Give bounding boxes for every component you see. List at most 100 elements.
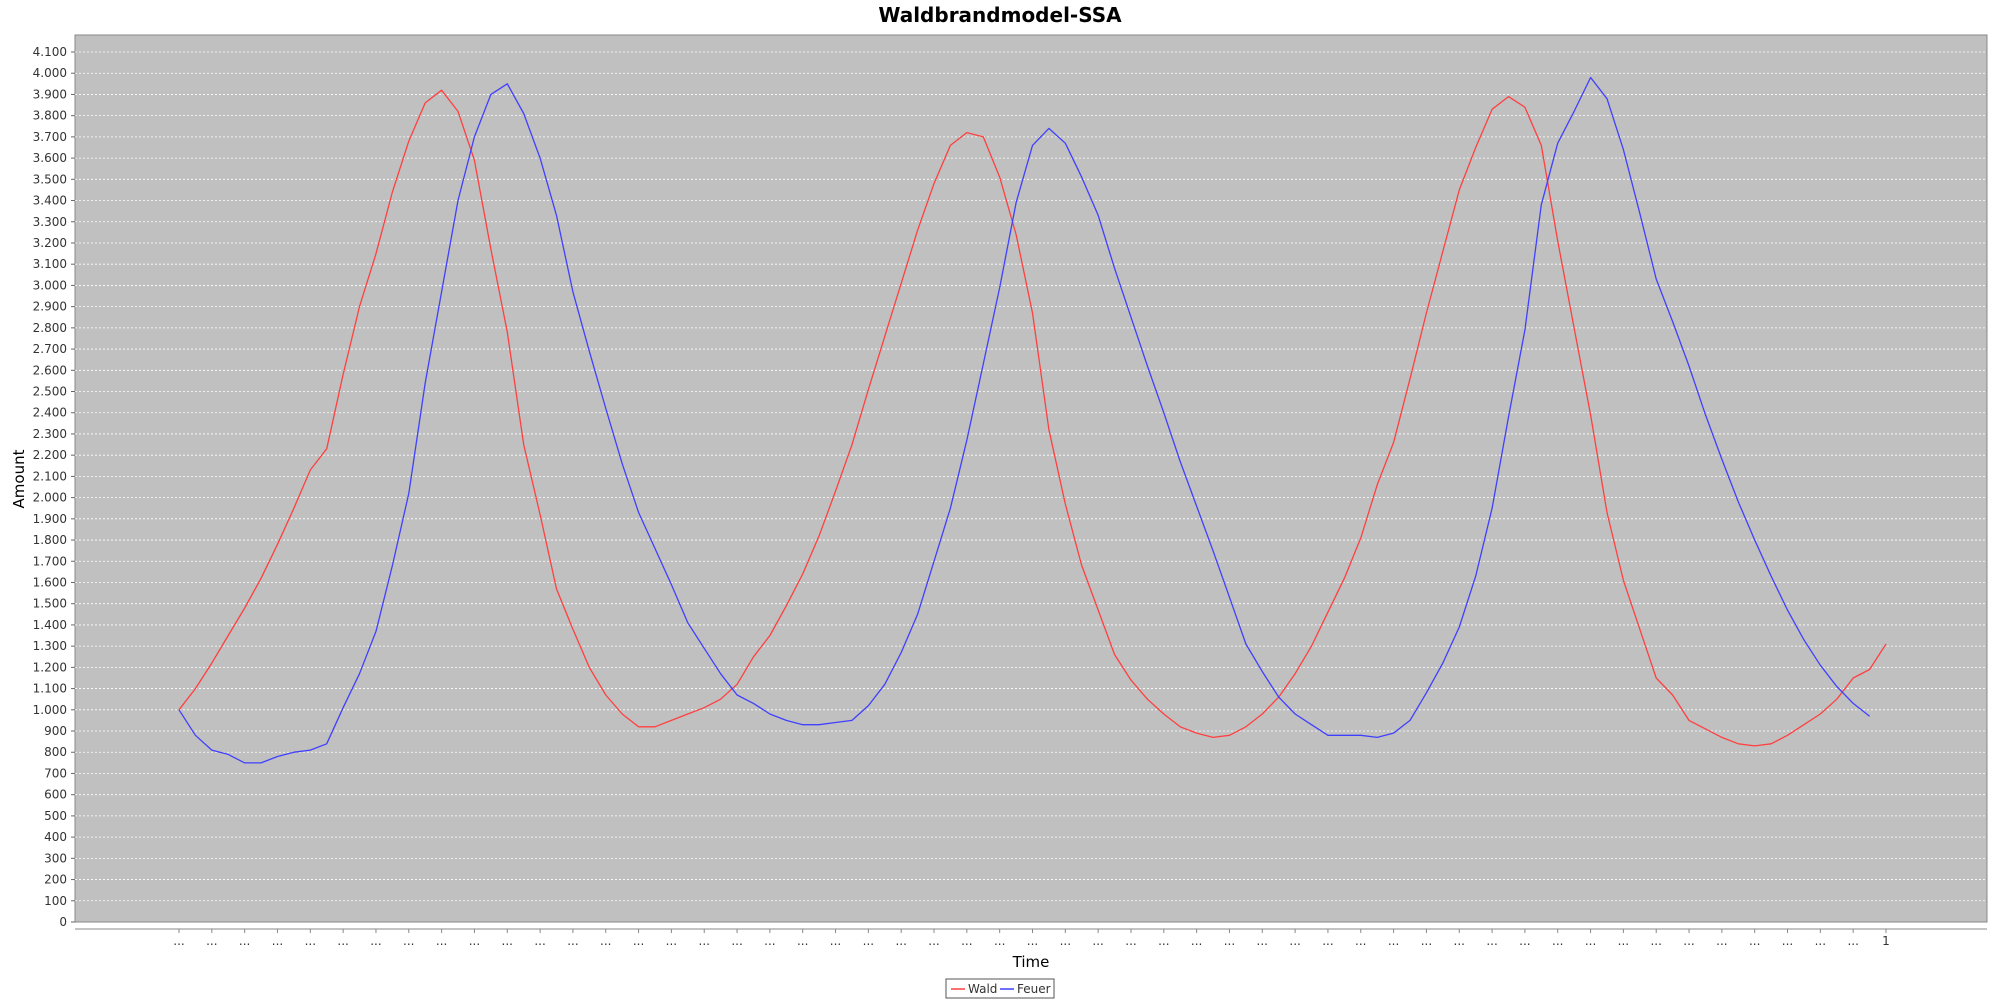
x-tick-label: ... bbox=[1650, 934, 1661, 948]
y-tick-label: 900 bbox=[44, 724, 67, 738]
x-tick-label: ... bbox=[469, 934, 480, 948]
x-tick-label: ... bbox=[600, 934, 611, 948]
x-tick-label: ... bbox=[1191, 934, 1202, 948]
x-tick-label: 1 bbox=[1882, 934, 1890, 948]
y-tick-label: 1.800 bbox=[33, 533, 67, 547]
x-tick-label: ... bbox=[337, 934, 348, 948]
y-tick-label: 3.200 bbox=[33, 236, 67, 250]
x-tick-label: ... bbox=[1749, 934, 1760, 948]
x-tick-label: ... bbox=[1847, 934, 1858, 948]
y-tick-label: 2.800 bbox=[33, 321, 67, 335]
y-tick-label: 3.400 bbox=[33, 194, 67, 208]
x-tick-label: ... bbox=[206, 934, 217, 948]
y-tick-label: 1.900 bbox=[33, 512, 67, 526]
y-tick-label: 3.300 bbox=[33, 215, 67, 229]
y-tick-label: 2.300 bbox=[33, 427, 67, 441]
x-tick-label: ... bbox=[502, 934, 513, 948]
legend-label-wald: Wald bbox=[968, 982, 997, 996]
x-tick-label: ... bbox=[1355, 934, 1366, 948]
legend-label-feuer: Feuer bbox=[1017, 982, 1051, 996]
y-tick-label: 2.700 bbox=[33, 342, 67, 356]
x-tick-label: ... bbox=[1257, 934, 1268, 948]
x-tick-label: ... bbox=[1618, 934, 1629, 948]
x-tick-label: ... bbox=[1027, 934, 1038, 948]
x-tick-label: ... bbox=[1683, 934, 1694, 948]
x-tick-label: ... bbox=[1782, 934, 1793, 948]
x-tick-label: ... bbox=[994, 934, 1005, 948]
x-tick-label: ... bbox=[1552, 934, 1563, 948]
plot-area bbox=[74, 34, 1988, 923]
x-tick-label: ... bbox=[567, 934, 578, 948]
x-tick-label: ... bbox=[272, 934, 283, 948]
y-tick-label: 0 bbox=[59, 915, 67, 929]
x-tick-label: ... bbox=[403, 934, 414, 948]
y-axis-label: Amount bbox=[10, 449, 28, 508]
x-tick-label: ... bbox=[436, 934, 447, 948]
x-tick-label: ... bbox=[1125, 934, 1136, 948]
x-tick-label: ... bbox=[1060, 934, 1071, 948]
x-tick-label: ... bbox=[928, 934, 939, 948]
y-tick-label: 400 bbox=[44, 830, 67, 844]
x-axis: ........................................… bbox=[75, 928, 1987, 948]
y-tick-label: 1.000 bbox=[33, 703, 67, 717]
x-tick-label: ... bbox=[633, 934, 644, 948]
y-tick-label: 1.300 bbox=[33, 639, 67, 653]
y-tick-label: 4.000 bbox=[33, 66, 67, 80]
y-tick-label: 1.500 bbox=[33, 597, 67, 611]
x-tick-label: ... bbox=[1388, 934, 1399, 948]
x-tick-label: ... bbox=[764, 934, 775, 948]
y-tick-label: 3.700 bbox=[33, 130, 67, 144]
y-tick-label: 2.600 bbox=[33, 363, 67, 377]
legend: Wald Feuer bbox=[945, 978, 1055, 999]
x-tick-label: ... bbox=[731, 934, 742, 948]
x-tick-label: ... bbox=[1092, 934, 1103, 948]
series-line-wald bbox=[178, 89, 1887, 747]
x-tick-label: ... bbox=[1486, 934, 1497, 948]
y-tick-label: 800 bbox=[44, 745, 67, 759]
y-axis: 0 100 200 300 400 500 600 700 800 900 1.000 1.100 1.… bbox=[33, 45, 75, 929]
chart-title: Waldbrandmodel-SSA bbox=[878, 3, 1122, 27]
x-tick-label: ... bbox=[1322, 934, 1333, 948]
series-line-feuer bbox=[178, 76, 1870, 764]
y-tick-label: 1.400 bbox=[33, 618, 67, 632]
x-tick-label: ... bbox=[863, 934, 874, 948]
y-tick-label: 3.500 bbox=[33, 172, 67, 186]
x-axis-label: Time bbox=[1012, 953, 1050, 971]
x-tick-label: ... bbox=[895, 934, 906, 948]
x-tick-label: ... bbox=[1289, 934, 1300, 948]
y-tick-label: 1.600 bbox=[33, 575, 67, 589]
x-tick-label: ... bbox=[666, 934, 677, 948]
x-tick-label: ... bbox=[534, 934, 545, 948]
y-tick-label: 100 bbox=[44, 894, 67, 908]
series-lines bbox=[178, 76, 1887, 764]
y-tick-label: 2.400 bbox=[33, 406, 67, 420]
y-tick-label: 3.900 bbox=[33, 87, 67, 101]
y-tick-label: 1.700 bbox=[33, 554, 67, 568]
y-tick-label: 2.100 bbox=[33, 469, 67, 483]
x-tick-label: ... bbox=[1585, 934, 1596, 948]
x-tick-label: ... bbox=[239, 934, 250, 948]
y-tick-label: 3.000 bbox=[33, 278, 67, 292]
x-tick-label: ... bbox=[1519, 934, 1530, 948]
y-tick-label: 200 bbox=[44, 873, 67, 887]
x-tick-label: ... bbox=[797, 934, 808, 948]
y-tick-label: 4.100 bbox=[33, 45, 67, 59]
x-tick-label: ... bbox=[1421, 934, 1432, 948]
y-tick-label: 3.100 bbox=[33, 257, 67, 271]
y-tick-label: 2.500 bbox=[33, 385, 67, 399]
x-tick-label: ... bbox=[830, 934, 841, 948]
y-tick-label: 3.800 bbox=[33, 109, 67, 123]
x-tick-label: ... bbox=[1454, 934, 1465, 948]
y-tick-label: 600 bbox=[44, 788, 67, 802]
y-tick-label: 700 bbox=[44, 766, 67, 780]
x-tick-label: ... bbox=[370, 934, 381, 948]
x-tick-label: ... bbox=[961, 934, 972, 948]
x-tick-label: ... bbox=[1158, 934, 1169, 948]
y-tick-label: 2.000 bbox=[33, 491, 67, 505]
x-tick-label: ... bbox=[699, 934, 710, 948]
x-tick-label: ... bbox=[173, 934, 184, 948]
x-tick-label: ... bbox=[1815, 934, 1826, 948]
y-tick-label: 500 bbox=[44, 809, 67, 823]
y-tick-label: 1.100 bbox=[33, 682, 67, 696]
